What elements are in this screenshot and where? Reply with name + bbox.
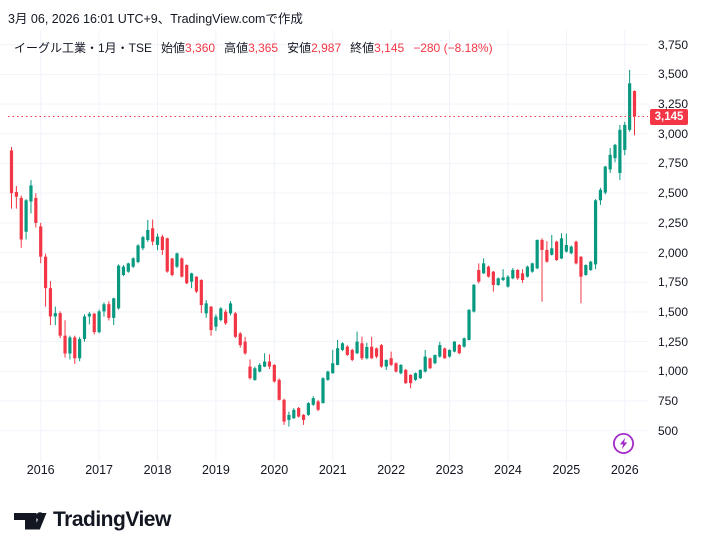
x-axis-tick: 2022 <box>377 463 406 477</box>
y-axis-tick: 3,000 <box>658 126 689 141</box>
last-price-badge: 3,145 <box>650 108 688 125</box>
y-axis-tick: 2,250 <box>658 215 689 230</box>
tradingview-logo[interactable]: TradingView <box>13 507 171 532</box>
x-axis-tick: 2025 <box>552 463 581 477</box>
chart-legend: イーグル工業・1月・TSE 始値3,360 高値3,365 安値2,987 終値… <box>14 39 493 56</box>
x-axis-tick: 2018 <box>143 463 172 477</box>
ohlc-close: 終値3,145 <box>350 41 405 55</box>
y-axis-tick: 1,000 <box>658 364 689 379</box>
y-axis-tick: 1,750 <box>658 275 689 290</box>
y-axis-tick: 2,000 <box>658 245 689 260</box>
x-axis-tick: 2019 <box>202 463 230 477</box>
y-axis-tick: 3,750 <box>658 37 689 52</box>
x-axis-tick: 2021 <box>318 463 347 477</box>
symbol-title: イーグル工業・1月・TSE <box>14 41 153 55</box>
y-axis-tick: 3,250 <box>658 97 689 112</box>
y-axis-tick: 750 <box>658 394 679 408</box>
y-axis-tick: 2,750 <box>658 156 689 171</box>
x-axis-tick: 2020 <box>260 463 289 477</box>
x-axis-tick: 2026 <box>610 463 639 477</box>
y-axis-tick: 1,500 <box>658 304 689 319</box>
snapshot-created-line: 3月 06, 2026 16:01 UTC+9、TradingView.comで… <box>8 12 303 26</box>
x-axis-tick: 2024 <box>494 463 522 477</box>
x-axis-tick: 2017 <box>85 463 114 477</box>
flash-icon[interactable] <box>612 432 635 455</box>
tradingview-logo-icon <box>14 512 47 530</box>
change-readout: −280 (−8.18%) <box>413 40 493 55</box>
ohlc-open: 始値3,360 <box>161 41 216 55</box>
x-axis-tick: 2023 <box>435 463 464 477</box>
ohlc-high: 高値3,365 <box>224 41 279 55</box>
y-axis-tick: 2,500 <box>658 186 689 201</box>
tradingview-logo-text: TradingView <box>53 507 171 531</box>
y-axis-tick: 1,250 <box>658 334 689 349</box>
ohlc-low: 安値2,987 <box>287 41 342 55</box>
y-axis-tick: 500 <box>658 423 679 438</box>
y-axis-tick: 3,500 <box>658 67 689 82</box>
x-axis-tick: 2016 <box>26 463 55 477</box>
